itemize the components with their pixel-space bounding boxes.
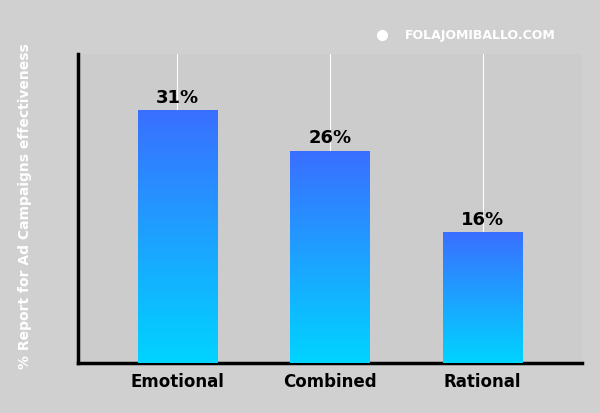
Text: % Report for Ad Campaigns effectiveness: % Report for Ad Campaigns effectiveness (19, 44, 32, 369)
Text: 16%: 16% (461, 211, 504, 229)
Text: FOLAJOMIBALLO.COM: FOLAJOMIBALLO.COM (404, 28, 555, 42)
Text: 26%: 26% (308, 129, 352, 147)
Text: 31%: 31% (156, 89, 199, 107)
